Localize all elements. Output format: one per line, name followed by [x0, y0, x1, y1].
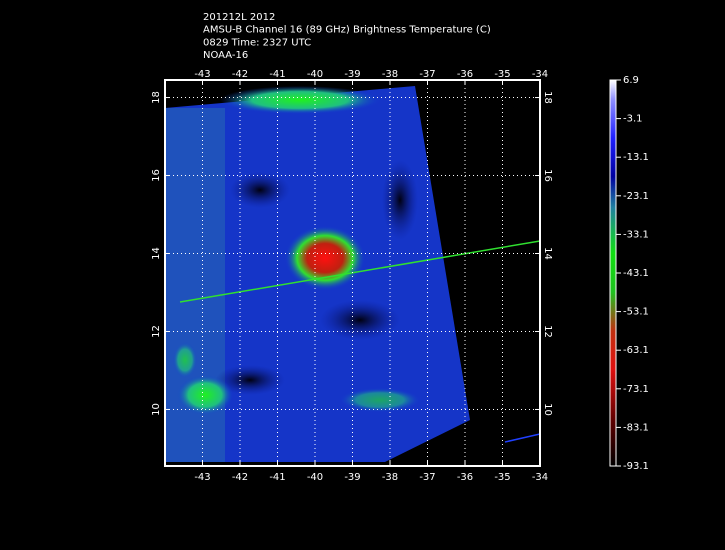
y-tick-label: 12: [542, 325, 553, 338]
colorbar-label: -63.1: [623, 345, 649, 356]
title-line: 0829 Time: 2327 UTC: [203, 37, 311, 48]
colorbar-label: -83.1: [623, 422, 649, 433]
y-tick-label: 14: [542, 247, 553, 260]
grid: -43 -43 -42 -42 -41 -41 -40 -40 -39 -39 -38 -38 -37 -…: [151, 69, 553, 483]
y-tick-label: 14: [151, 247, 162, 260]
warm-band: [220, 86, 380, 114]
x-tick-label: -41: [269, 69, 285, 80]
colorbar-ticks: 6.9 -3.1 -13.1 -23.1 -33.1 -43.1 -53.1 -63.1 -73…: [616, 75, 649, 472]
x-tick-label: -37: [419, 472, 435, 483]
warm-spot: [173, 342, 197, 378]
colorbar-label: -13.1: [623, 152, 649, 163]
x-tick-label: -41: [269, 472, 285, 483]
x-tick-label: -36: [457, 472, 473, 483]
map-frame: [164, 79, 541, 467]
y-tick-label: 18: [542, 91, 553, 104]
y-tick-label: 16: [542, 169, 553, 182]
x-tick-label: -39: [344, 69, 360, 80]
colorbar-label: -3.1: [623, 114, 643, 125]
cold-area: [320, 300, 400, 340]
x-tick-label: -43: [194, 472, 210, 483]
cold-area: [230, 172, 290, 208]
x-tick-label: -34: [532, 472, 548, 483]
colorbar-label: -93.1: [623, 461, 649, 472]
y-tick-label: 10: [151, 403, 162, 416]
y-tick-label: 16: [151, 169, 162, 182]
cold-area: [215, 365, 285, 395]
warm-spot: [177, 375, 233, 415]
colorbar: [609, 79, 617, 467]
scan-line: [179, 240, 540, 303]
x-tick-label: -40: [307, 69, 323, 80]
y-tick-label: 10: [542, 403, 553, 416]
colorbar-label: -33.1: [623, 229, 649, 240]
x-tick-label: -36: [457, 69, 473, 80]
x-tick-label: -39: [344, 472, 360, 483]
colorbar-label: 6.9: [623, 75, 639, 86]
x-tick-label: -43: [194, 69, 210, 80]
x-tick-label: -42: [232, 472, 248, 483]
cold-area: [382, 160, 418, 240]
colorbar-label: -53.1: [623, 307, 649, 318]
title-line: AMSU-B Channel 16 (89 GHz) Brightness Te…: [203, 25, 491, 36]
colorbar-label: -23.1: [623, 191, 649, 202]
colorbar-label: -43.1: [623, 268, 649, 279]
y-tick-label: 12: [151, 325, 162, 338]
x-tick-label: -42: [232, 69, 248, 80]
x-tick-label: -34: [532, 69, 548, 80]
warm-band: [340, 388, 420, 412]
header: 201212L 2012 AMSU-B Channel 16 (89 GHz) B…: [203, 12, 491, 61]
x-tick-label: -40: [307, 472, 323, 483]
x-tick-label: -38: [382, 472, 398, 483]
x-tick-label: -38: [382, 69, 398, 80]
title-line: NOAA-16: [203, 50, 248, 61]
colorbar-label: -73.1: [623, 384, 649, 395]
title-line: 201212L 2012: [203, 12, 275, 23]
scan-line: [504, 433, 540, 443]
y-tick-label: 18: [151, 91, 162, 104]
imagery: [165, 86, 540, 462]
x-tick-label: -35: [494, 472, 510, 483]
x-tick-label: -37: [419, 69, 435, 80]
x-tick-label: -35: [494, 69, 510, 80]
